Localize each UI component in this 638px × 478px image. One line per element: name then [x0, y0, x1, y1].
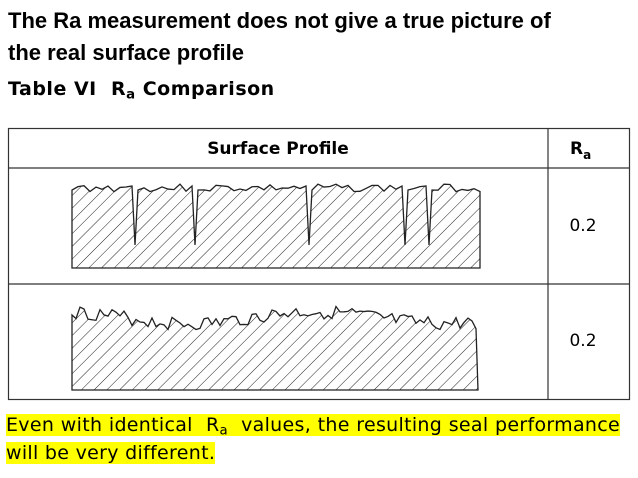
surface-profile: [71, 183, 481, 269]
header-symbol: R: [570, 139, 583, 159]
caption-label: Table VI: [8, 78, 97, 100]
footer-note: Even with identical Ra values, the resul…: [6, 414, 620, 465]
column-header: Ra: [570, 139, 591, 162]
table-border: [7, 127, 631, 401]
header-subscript: a: [583, 148, 591, 162]
footer-subscript: a: [219, 423, 228, 439]
footer-symbol: R: [205, 414, 220, 436]
column-header: Surface Profile: [207, 139, 349, 159]
footer-text: Even with identical: [6, 414, 193, 436]
ra-value: 0.2: [569, 216, 596, 236]
caption-symbol: R: [110, 78, 127, 100]
footer-text: values, the resulting seal performance w…: [6, 414, 620, 465]
title-line: the real surface profile: [8, 40, 244, 65]
surface-profile: [71, 305, 479, 391]
title-line: The Ra measurement does not give a true …: [8, 8, 551, 33]
caption-text: Comparison: [142, 78, 275, 100]
caption-subscript: a: [126, 87, 136, 103]
table-caption: Table VI Ra Comparison: [8, 78, 275, 102]
ra-value: 0.2: [569, 331, 596, 351]
